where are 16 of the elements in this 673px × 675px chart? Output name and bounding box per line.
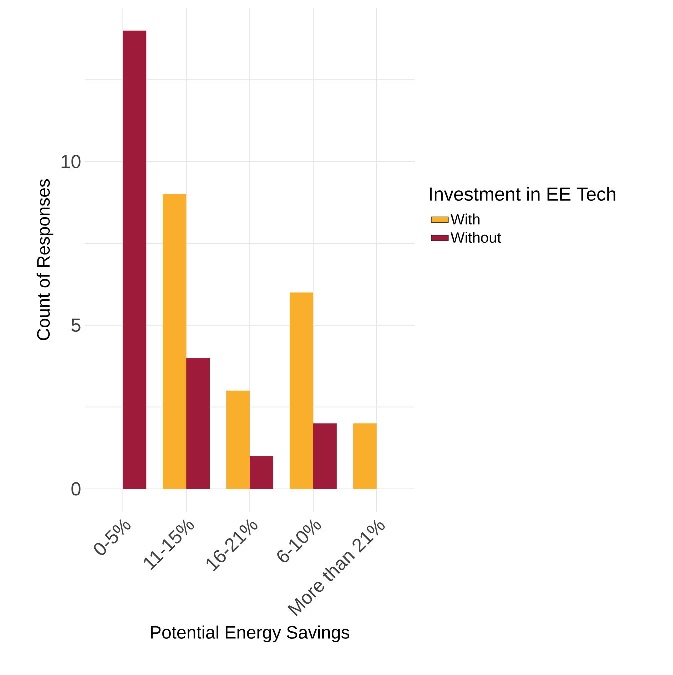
bar	[250, 456, 274, 490]
legend-label: With	[450, 214, 480, 225]
legend-title: Investment in EE Tech	[430, 187, 616, 202]
y-axis-title: Count of Responses	[36, 179, 54, 340]
y-tick-label: 5	[72, 318, 81, 332]
bar	[226, 390, 250, 490]
bar	[290, 292, 314, 490]
bar	[353, 424, 377, 490]
bar	[186, 358, 210, 490]
bar	[163, 194, 187, 490]
bar	[313, 424, 337, 490]
legend-label: Without	[450, 232, 502, 244]
y-tick-label: 10	[62, 155, 81, 169]
y-tick-label: 0	[72, 482, 81, 496]
bar	[123, 30, 147, 490]
x-axis-title: Potential Energy Savings	[151, 626, 350, 643]
